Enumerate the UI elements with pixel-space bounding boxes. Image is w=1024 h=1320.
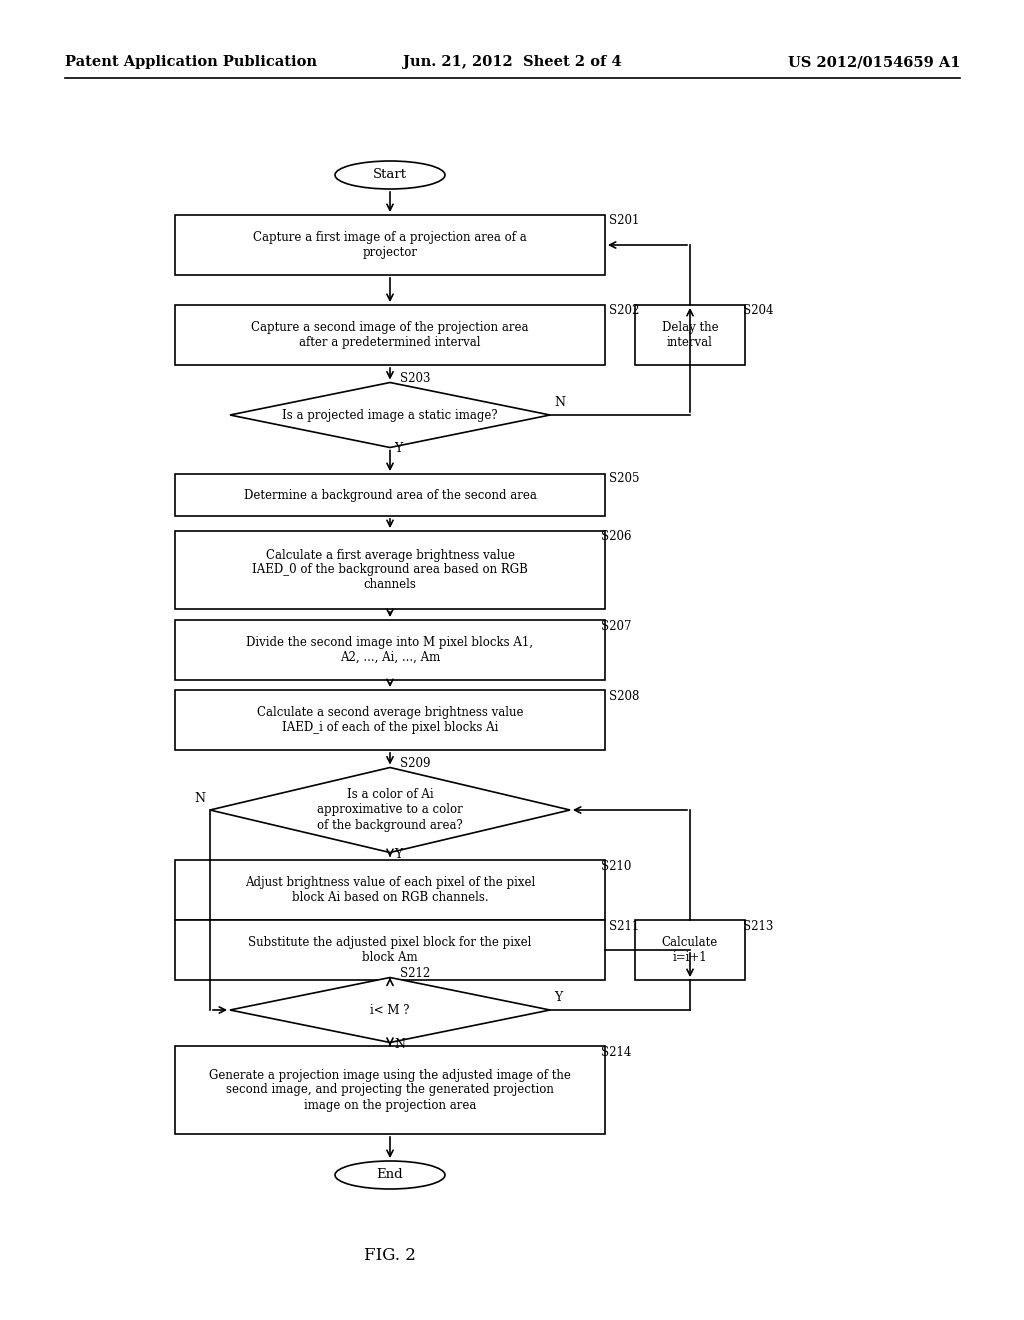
- Text: S202: S202: [609, 305, 639, 318]
- Text: Divide the second image into M pixel blocks A1,
A2, ..., Ai, ..., Am: Divide the second image into M pixel blo…: [247, 636, 534, 664]
- Bar: [175, 531, 605, 609]
- Text: S201: S201: [609, 214, 639, 227]
- Polygon shape: [230, 978, 550, 1043]
- Text: S210: S210: [601, 859, 632, 873]
- Text: Calculate
i=i+1: Calculate i=i+1: [662, 936, 718, 964]
- Text: Is a color of Ai
approximative to a color
of the background area?: Is a color of Ai approximative to a colo…: [317, 788, 463, 832]
- Text: Jun. 21, 2012  Sheet 2 of 4: Jun. 21, 2012 Sheet 2 of 4: [402, 55, 622, 69]
- Polygon shape: [210, 767, 570, 853]
- Polygon shape: [230, 383, 550, 447]
- Text: Calculate a second average brightness value
IAED_i of each of the pixel blocks A: Calculate a second average brightness va…: [257, 706, 523, 734]
- Text: Y: Y: [394, 442, 402, 455]
- Text: N: N: [194, 792, 205, 805]
- Text: Determine a background area of the second area: Determine a background area of the secon…: [244, 488, 537, 502]
- Bar: [175, 1045, 605, 1134]
- Bar: [175, 690, 605, 750]
- Bar: [175, 861, 605, 920]
- Text: i< M ?: i< M ?: [371, 1003, 410, 1016]
- Text: FIG. 2: FIG. 2: [365, 1246, 416, 1263]
- Text: S206: S206: [601, 531, 632, 544]
- Bar: [175, 920, 605, 979]
- Text: Patent Application Publication: Patent Application Publication: [65, 55, 317, 69]
- Text: N: N: [394, 1038, 406, 1051]
- Text: S213: S213: [743, 920, 773, 932]
- Bar: [635, 305, 745, 366]
- Text: Capture a second image of the projection area
after a predetermined interval: Capture a second image of the projection…: [251, 321, 528, 348]
- Text: Generate a projection image using the adjusted image of the
second image, and pr: Generate a projection image using the ad…: [209, 1068, 571, 1111]
- Text: S207: S207: [601, 619, 632, 632]
- Text: N: N: [554, 396, 565, 409]
- Bar: [175, 305, 605, 366]
- Text: Capture a first image of a projection area of a
projector: Capture a first image of a projection ar…: [253, 231, 527, 259]
- Text: S204: S204: [743, 305, 773, 318]
- Text: Y: Y: [394, 847, 402, 861]
- Text: S214: S214: [601, 1045, 632, 1059]
- Text: Adjust brightness value of each pixel of the pixel
block Ai based on RGB channel: Adjust brightness value of each pixel of…: [245, 876, 536, 904]
- Text: US 2012/0154659 A1: US 2012/0154659 A1: [787, 55, 961, 69]
- Ellipse shape: [335, 161, 445, 189]
- Text: S209: S209: [400, 756, 430, 770]
- Bar: [175, 215, 605, 275]
- Text: S205: S205: [609, 471, 640, 484]
- Text: Substitute the adjusted pixel block for the pixel
block Am: Substitute the adjusted pixel block for …: [248, 936, 531, 964]
- Text: Calculate a first average brightness value
IAED_0 of the background area based o: Calculate a first average brightness val…: [252, 549, 528, 591]
- Text: End: End: [377, 1168, 403, 1181]
- Text: S208: S208: [609, 689, 639, 702]
- Text: S211: S211: [609, 920, 639, 932]
- Text: S203: S203: [400, 372, 430, 385]
- Ellipse shape: [335, 1162, 445, 1189]
- Text: Delay the
interval: Delay the interval: [662, 321, 718, 348]
- Bar: [175, 474, 605, 516]
- Text: Is a projected image a static image?: Is a projected image a static image?: [283, 408, 498, 421]
- Text: Y: Y: [554, 991, 562, 1005]
- Text: S212: S212: [400, 968, 430, 979]
- Text: Start: Start: [373, 169, 407, 181]
- Bar: [635, 920, 745, 979]
- Bar: [175, 620, 605, 680]
